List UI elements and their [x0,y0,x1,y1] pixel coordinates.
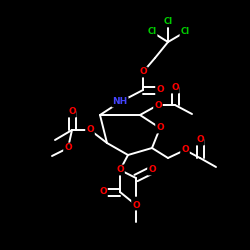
Text: NH: NH [112,98,128,106]
Text: Cl: Cl [148,28,156,36]
Text: O: O [64,144,72,152]
Text: O: O [68,108,76,116]
Text: O: O [154,100,162,110]
Text: O: O [196,136,204,144]
Text: O: O [171,84,179,92]
Text: Cl: Cl [164,18,172,26]
Text: O: O [99,188,107,196]
Text: O: O [116,166,124,174]
Text: O: O [181,146,189,154]
Text: Cl: Cl [180,28,190,36]
Text: O: O [139,68,147,76]
Text: O: O [148,166,156,174]
Text: O: O [156,86,164,94]
Text: O: O [132,200,140,209]
Text: O: O [86,126,94,134]
Text: O: O [156,124,164,132]
